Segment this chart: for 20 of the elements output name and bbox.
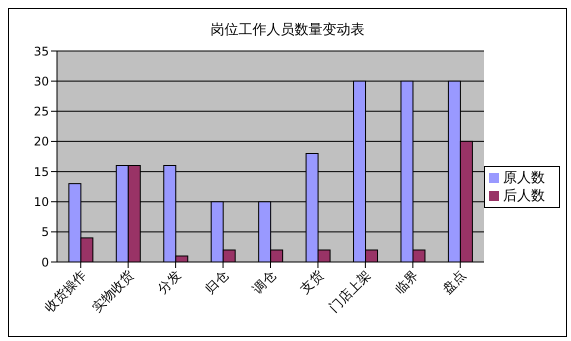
y-tick-label: 25 (34, 104, 49, 119)
y-tick-label: 10 (34, 194, 49, 209)
x-tick-label: 分发 (155, 268, 184, 298)
x-tick-label: 盘点 (440, 268, 470, 298)
x-tick-label: 调仓 (250, 268, 280, 298)
x-tick-label: 支货 (298, 268, 327, 298)
legend-label: 原人数 (503, 170, 545, 186)
x-tick-label: 实物收货 (90, 268, 137, 316)
x-tick-label: 收货操作 (42, 268, 90, 316)
y-tick-label: 35 (34, 44, 49, 58)
x-tick-label: 门店上架 (326, 268, 374, 316)
y-tick-label: 30 (34, 74, 49, 88)
y-tick-label: 5 (41, 225, 49, 240)
x-tick-label: 归仓 (202, 268, 232, 298)
y-tick-label: 20 (34, 134, 49, 149)
chart-title: 岗位工作人员数量变动表 (210, 21, 366, 39)
y-tick-label: 0 (41, 255, 49, 270)
y-tick-label: 15 (34, 164, 49, 179)
legend-label: 后人数 (503, 188, 545, 204)
x-tick-label: 临界 (392, 268, 422, 298)
